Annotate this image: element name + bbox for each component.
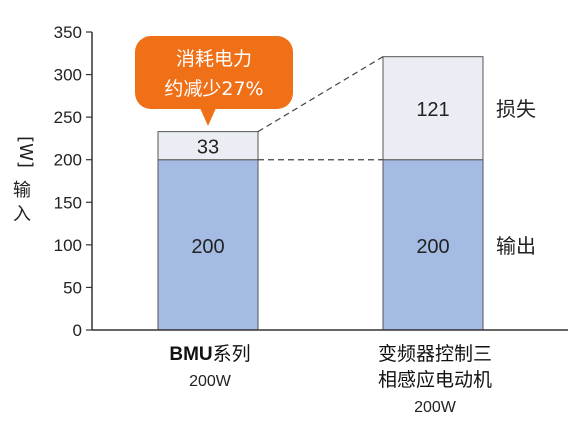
callout-box: [135, 36, 293, 109]
category-label-bold: BMU: [169, 344, 212, 365]
y-tick-label: 200: [54, 151, 82, 170]
bar-value-label: 200: [416, 236, 449, 258]
connector-lines: [257, 56, 384, 161]
category-sublabel: 200W: [414, 399, 457, 416]
y-axis-label: [W] 输入: [13, 136, 36, 225]
bar-value-label: 33: [197, 137, 219, 159]
category-label-line2: 相感应电动机: [378, 369, 492, 391]
category-sublabel: 200W: [189, 373, 232, 390]
callout-line: 约减少27%: [164, 78, 263, 100]
callout-line: 消耗电力: [176, 48, 252, 70]
y-tick-label: 100: [54, 236, 82, 255]
y-tick-label: 0: [73, 321, 82, 340]
y-axis-title: 输入: [13, 180, 31, 225]
y-tick-label: 350: [54, 23, 82, 42]
y-axis: 0 50 100 150 200 250 300 350: [54, 23, 93, 340]
bar-segment: [157, 159, 259, 331]
connector-dashed-top: [257, 56, 384, 133]
y-axis-unit: [W]: [15, 136, 36, 168]
series-label-output: 输出: [496, 234, 536, 258]
bar-segment: [382, 56, 484, 161]
y-tick-label: 300: [54, 66, 82, 85]
category-label-rest: 系列: [213, 343, 251, 365]
category-label: BMU系列: [169, 343, 250, 365]
y-tick-label: 150: [54, 193, 82, 212]
y-tick-label: 250: [54, 108, 82, 127]
bar-segment: [382, 159, 484, 331]
y-tick-label: 50: [63, 278, 82, 297]
series-label-loss: 损失: [496, 97, 536, 121]
bars: 200 33 200 121: [157, 56, 484, 331]
bar-value-label: 121: [416, 99, 449, 121]
bar-segment: [157, 131, 259, 161]
category-label: 变频器控制三: [378, 343, 492, 365]
callout-pointer: [200, 108, 216, 126]
bar-value-label: 200: [191, 236, 224, 258]
